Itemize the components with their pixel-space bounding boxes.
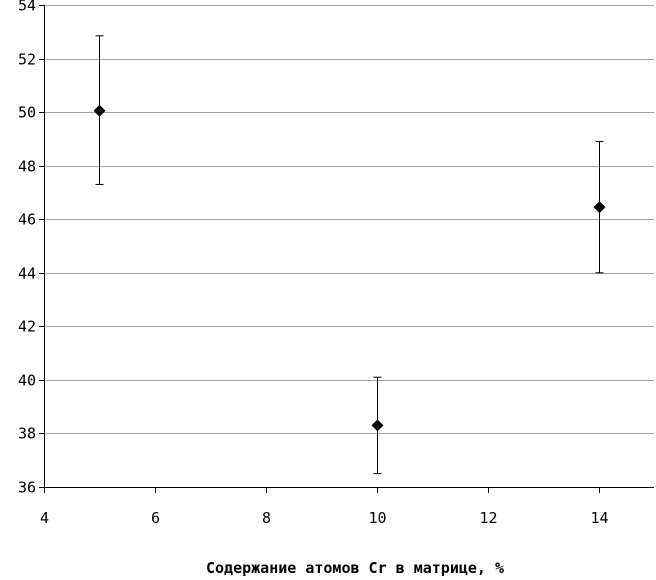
data-point-marker xyxy=(371,419,384,432)
x-axis-ticks: 4 6 8 10 12 14 xyxy=(40,487,609,527)
y-tick-label: 44 xyxy=(18,265,36,283)
data-series xyxy=(93,35,606,475)
y-tick-label: 50 xyxy=(18,104,36,122)
y-tick-label: 36 xyxy=(18,479,36,497)
x-tick-label: 6 xyxy=(151,509,160,527)
x-tick-label: 8 xyxy=(262,509,271,527)
gridlines xyxy=(44,5,654,434)
y-tick-label: 52 xyxy=(18,51,36,69)
y-tick-label: 40 xyxy=(18,372,36,390)
data-point-marker xyxy=(93,104,106,117)
x-axis-title: Содержание атомов Cr в матрице, % xyxy=(206,559,504,577)
x-tick-label: 12 xyxy=(479,509,497,527)
y-tick-label: 54 xyxy=(18,0,36,15)
x-tick-label: 10 xyxy=(368,509,386,527)
y-tick-label: 42 xyxy=(18,318,36,336)
x-tick-label: 4 xyxy=(40,509,49,527)
y-tick-label: 46 xyxy=(18,211,36,229)
data-point-marker xyxy=(593,201,606,214)
x-tick-label: 14 xyxy=(590,509,608,527)
y-tick-label: 38 xyxy=(18,425,36,443)
axes xyxy=(44,5,654,488)
y-axis-ticks: 36 38 40 42 44 46 48 50 52 54 xyxy=(18,0,44,497)
y-tick-label: 48 xyxy=(18,158,36,176)
